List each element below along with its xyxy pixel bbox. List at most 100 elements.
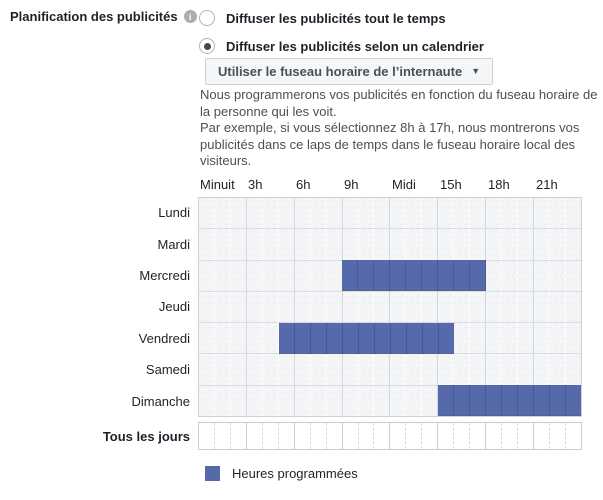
hour-cell[interactable] <box>327 354 343 385</box>
hour-cell[interactable] <box>279 260 295 291</box>
hour-cell[interactable] <box>279 291 295 323</box>
hour-cell[interactable] <box>231 423 247 449</box>
hour-cell[interactable] <box>199 198 215 229</box>
hour-cell[interactable] <box>534 323 550 354</box>
hour-cell[interactable] <box>438 229 455 260</box>
hour-cell[interactable] <box>263 229 279 260</box>
hour-cell[interactable] <box>295 385 311 416</box>
hour-cell[interactable] <box>566 261 581 291</box>
schedule-row[interactable] <box>199 198 581 230</box>
hour-cell[interactable] <box>550 323 566 354</box>
hour-cell[interactable] <box>279 385 295 416</box>
hour-cell[interactable] <box>518 423 535 449</box>
hour-cell[interactable] <box>327 385 343 416</box>
radio-unselected-icon[interactable] <box>199 10 215 26</box>
hour-cell[interactable] <box>247 385 263 416</box>
hour-cell[interactable] <box>534 229 550 260</box>
hour-cell[interactable] <box>199 354 215 385</box>
hour-cell[interactable] <box>263 385 279 416</box>
hour-cell[interactable] <box>534 291 550 323</box>
hour-cell[interactable] <box>518 354 535 385</box>
hour-cell[interactable] <box>247 198 263 229</box>
hour-cell[interactable] <box>231 291 247 323</box>
hour-cell[interactable] <box>215 423 231 449</box>
hour-cell[interactable] <box>454 229 471 260</box>
hour-cell[interactable] <box>550 354 566 385</box>
hour-cell[interactable] <box>311 423 327 449</box>
hour-cell[interactable] <box>438 291 455 323</box>
hour-cell[interactable] <box>295 229 311 260</box>
scheduled-hours-block[interactable] <box>342 260 486 292</box>
hour-cell[interactable] <box>359 198 375 229</box>
hour-cell[interactable] <box>247 354 263 385</box>
hour-cell[interactable] <box>390 385 407 416</box>
scheduled-hours-block[interactable] <box>278 322 454 354</box>
hour-cell[interactable] <box>311 260 327 291</box>
hour-cell[interactable] <box>343 423 359 449</box>
hour-cell[interactable] <box>263 354 279 385</box>
hour-cell[interactable] <box>311 291 327 323</box>
hour-cell[interactable] <box>438 323 455 354</box>
hour-cell[interactable] <box>199 385 215 416</box>
hour-cell[interactable] <box>534 354 550 385</box>
hour-cell[interactable] <box>199 291 215 323</box>
hour-cell[interactable] <box>406 291 423 323</box>
hour-cell[interactable] <box>470 260 487 291</box>
radio-option-schedule[interactable]: Diffuser les publicités selon un calendr… <box>199 38 484 54</box>
hour-cell[interactable] <box>215 291 231 323</box>
hour-cell[interactable] <box>295 198 311 229</box>
hour-cell[interactable] <box>263 323 279 354</box>
info-icon[interactable]: i <box>183 10 197 23</box>
hour-cell[interactable] <box>343 291 359 323</box>
hour-cell[interactable] <box>311 229 327 260</box>
hour-cell[interactable] <box>327 229 343 260</box>
hour-cell[interactable] <box>359 423 375 449</box>
hour-cell[interactable] <box>311 385 327 416</box>
hour-cell[interactable] <box>502 423 519 449</box>
hour-cell[interactable] <box>374 385 391 416</box>
hour-cell[interactable] <box>247 229 263 260</box>
hour-cell[interactable] <box>263 260 279 291</box>
hour-cell[interactable] <box>486 198 503 229</box>
hour-cell[interactable] <box>327 423 343 449</box>
hour-cell[interactable] <box>454 323 471 354</box>
hour-cell[interactable] <box>374 198 391 229</box>
hour-cell[interactable] <box>311 198 327 229</box>
schedule-row[interactable] <box>199 291 581 324</box>
hour-cell[interactable] <box>470 354 487 385</box>
schedule-grid[interactable] <box>198 197 582 417</box>
hour-cell[interactable] <box>359 291 375 323</box>
hour-cell[interactable] <box>438 423 455 449</box>
hour-cell[interactable] <box>470 323 487 354</box>
hour-cell[interactable] <box>470 229 487 260</box>
hour-cell[interactable] <box>438 198 455 229</box>
hour-cell[interactable] <box>566 354 581 384</box>
hour-cell[interactable] <box>454 198 471 229</box>
hour-cell[interactable] <box>550 291 566 323</box>
hour-cell[interactable] <box>454 291 471 323</box>
hour-cell[interactable] <box>215 260 231 291</box>
hour-cell[interactable] <box>502 260 519 291</box>
hour-cell[interactable] <box>470 291 487 323</box>
hour-cell[interactable] <box>454 423 471 449</box>
hour-cell[interactable] <box>374 291 391 323</box>
hour-cell[interactable] <box>486 323 503 354</box>
hour-cell[interactable] <box>247 323 263 354</box>
hour-cell[interactable] <box>422 198 439 229</box>
hour-cell[interactable] <box>518 323 535 354</box>
hour-cell[interactable] <box>438 354 455 385</box>
hour-cell[interactable] <box>390 229 407 260</box>
hour-cell[interactable] <box>231 354 247 385</box>
hour-cell[interactable] <box>486 229 503 260</box>
hour-cell[interactable] <box>215 354 231 385</box>
hour-cell[interactable] <box>518 260 535 291</box>
hour-cell[interactable] <box>215 323 231 354</box>
hour-cell[interactable] <box>263 291 279 323</box>
hour-cell[interactable] <box>534 260 550 291</box>
hour-cell[interactable] <box>422 423 439 449</box>
hour-cell[interactable] <box>566 229 581 259</box>
hour-cell[interactable] <box>566 292 581 322</box>
hour-cell[interactable] <box>422 291 439 323</box>
hour-cell[interactable] <box>295 354 311 385</box>
all-days-row[interactable] <box>198 422 582 450</box>
